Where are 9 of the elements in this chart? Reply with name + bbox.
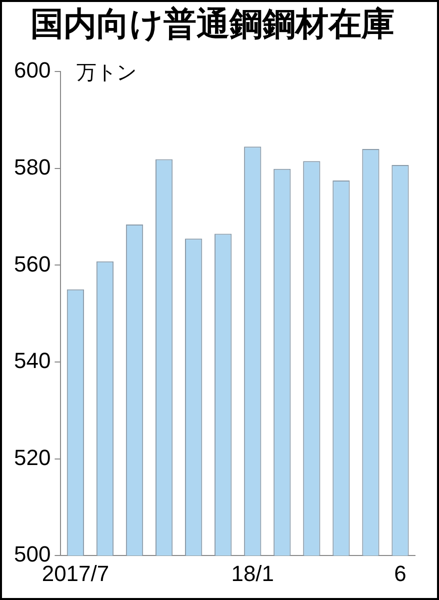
y-tick-label: 540: [14, 348, 51, 374]
y-tick-label: 560: [14, 251, 51, 276]
y-tick-label: 520: [14, 444, 51, 470]
chart-title: 国内向け普通鋼鋼材在庫: [30, 4, 394, 42]
y-tick-label: 580: [14, 154, 51, 180]
y-tick-label: 600: [14, 58, 51, 83]
x-tick-label: 6: [394, 560, 406, 586]
x-tick-label: 18/1: [231, 560, 274, 586]
y-axis-title: 万トン: [76, 62, 137, 84]
